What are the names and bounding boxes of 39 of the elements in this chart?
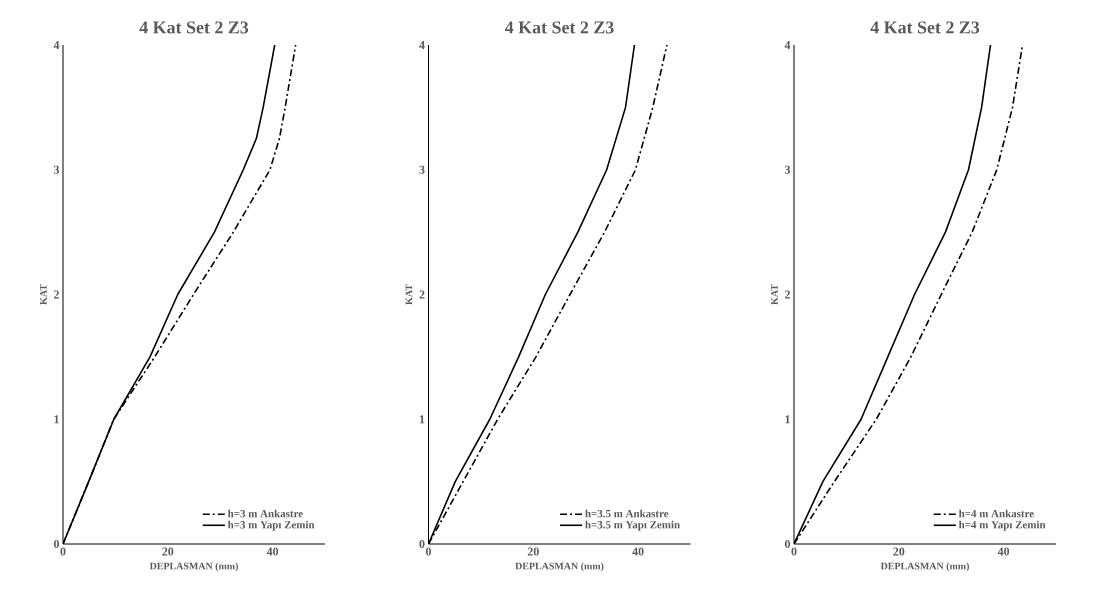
x-tick-label: 20 — [162, 547, 174, 556]
y-tick-label: 2 — [785, 290, 790, 299]
y-tick-label: 3 — [784, 165, 791, 174]
y-tick-label: 0 — [419, 539, 425, 549]
x-tick-label: 0 — [60, 547, 66, 556]
x-tick-label: 40 — [632, 547, 644, 556]
legend-label: h=4 m Yapı Zemin — [958, 520, 1046, 531]
y-tick-label: 0 — [784, 539, 791, 549]
y-axis-title: KAT — [771, 284, 778, 305]
legend-label: h=3.5 m Yapı Zemin — [585, 520, 680, 531]
y-tick-label: 0 — [53, 539, 60, 549]
x-tick-label: 40 — [266, 547, 279, 556]
legend-label: h=3 m Ankastre — [227, 509, 303, 518]
y-tick-label: 1 — [785, 415, 790, 424]
y-tick-label: 4 — [419, 41, 425, 49]
legend-label: h=3 m Yapı Zemin — [227, 520, 315, 531]
y-tick-label: 1 — [54, 415, 59, 424]
x-axis-title: DEPLASMAN (mm) — [149, 562, 238, 572]
y-tick-label: 2 — [419, 290, 425, 299]
y-tick-label: 3 — [53, 165, 60, 174]
y-axis-title: KAT — [40, 284, 47, 305]
y-tick-label: 3 — [419, 165, 425, 174]
y-tick-label: 4 — [53, 41, 60, 49]
x-tick-label: 40 — [997, 547, 1010, 556]
x-tick-label: 0 — [425, 547, 432, 556]
legend-label: h=3.5 m Ankastre — [585, 509, 669, 518]
x-axis-title: DEPLASMAN (mm) — [880, 562, 969, 572]
y-axis-title: KAT — [405, 284, 413, 305]
chart-title: 4 Kat Set 2 Z3 — [870, 21, 980, 34]
y-tick-label: 1 — [419, 415, 425, 424]
chart-title: 4 Kat Set 2 Z3 — [139, 21, 249, 34]
chart-title: 4 Kat Set 2 Z3 — [504, 21, 614, 34]
x-tick-label: 20 — [893, 547, 905, 556]
x-axis-title: DEPLASMAN (mm) — [515, 562, 604, 572]
y-tick-label: 2 — [54, 290, 59, 299]
x-tick-label: 0 — [791, 547, 797, 556]
y-tick-label: 4 — [784, 41, 791, 49]
x-tick-label: 20 — [527, 547, 539, 556]
legend-label: h=4 m Ankastre — [958, 509, 1034, 518]
